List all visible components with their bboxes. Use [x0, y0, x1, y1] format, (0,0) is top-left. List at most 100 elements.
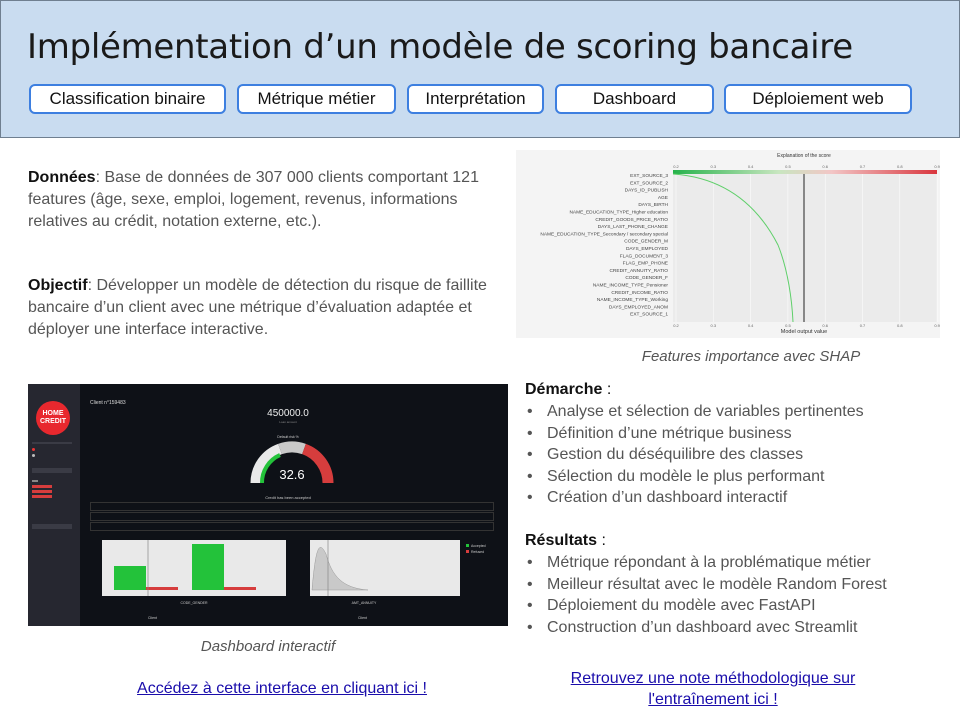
note-link-line-1[interactable]: Retrouvez une note méthodologique sur	[570, 670, 856, 687]
shap-decision-plot: Explanation of the score 0.2 0.3 0.4 0.5 0.6…	[540, 153, 940, 335]
tag-dashboard: Dashboard	[555, 84, 714, 114]
annuity-distribution-chart: AMT_ANNUITY Accepted Refused	[310, 540, 486, 605]
donnees-label: Données	[28, 169, 96, 186]
shap-feature-label: CODE_GENDER_M	[624, 239, 668, 245]
expander-1	[90, 502, 494, 511]
shap-xlabel: Model output value	[781, 329, 827, 335]
shap-feature-label: FLAG_DOCUMENT_3	[620, 253, 669, 259]
objectif-text: : Développer un modèle de détection du r…	[28, 277, 487, 338]
shap-feature-label: NAME_EDUCATION_TYPE_Secondary / secondar…	[540, 231, 668, 237]
dist-xlabel: AMT_ANNUITY	[352, 601, 377, 605]
bar-refused-m	[224, 587, 256, 590]
shap-feature-label: NAME_INCOME_TYPE_Pensioner	[593, 283, 669, 289]
header-banner: Implémentation d’un modèle de scoring ba…	[0, 0, 960, 138]
shap-tick-label: 0.7	[860, 323, 866, 328]
bar-accepted-f	[114, 566, 146, 590]
shap-feature-label: CREDIT_ANNUITY_RATIO	[609, 268, 668, 274]
resultats-label: Résultats	[525, 532, 598, 549]
demarche-label: Démarche	[525, 381, 603, 398]
loan-amount: 450000.0	[267, 408, 309, 419]
shap-tick-label: 0.5	[785, 323, 791, 328]
tag-deploiement: Déploiement web	[724, 84, 912, 114]
dashboard-sidebar: HOME CREDIT	[28, 384, 80, 626]
expander-2	[90, 512, 494, 521]
shap-figure: Explanation of the score 0.2 0.3 0.4 0.5 0.6…	[516, 150, 941, 338]
tag-metrique: Métrique métier	[237, 84, 396, 114]
demarche-item: Définition d’une métrique business	[525, 423, 864, 445]
credit-status: Credit has been accepted	[265, 495, 311, 500]
note-link-line-2[interactable]: l'entraînement ici !	[648, 691, 778, 708]
resultats-suffix: :	[597, 532, 606, 549]
shap-title: Explanation of the score	[777, 153, 831, 159]
client-tag-2: Client	[358, 616, 367, 620]
tag-interpretation: Interprétation	[407, 84, 544, 114]
legend-refused: Refused	[471, 550, 484, 554]
resultats-item: Construction d’un dashboard avec Streaml…	[525, 617, 887, 639]
shap-feature-label: CREDIT_INCOME_RATIO	[611, 290, 668, 296]
demarche-item: Gestion du déséquilibre des classes	[525, 444, 864, 466]
shap-tick-label: 0.3	[711, 164, 717, 169]
shap-tick-label: 0.3	[711, 323, 717, 328]
expander-3	[90, 522, 494, 531]
demarche-heading: Démarche :	[525, 381, 611, 399]
demarche-item: Création d’un dashboard interactif	[525, 487, 864, 509]
shap-tick-label: 0.6	[822, 164, 828, 169]
dashboard-screenshot: HOME CREDIT Client n°159483 450000.0 Loa…	[28, 384, 508, 626]
shap-feature-label: AGE	[658, 195, 668, 201]
shap-tick-label: 0.9	[934, 164, 940, 169]
logo-line-1: HOME	[42, 410, 64, 417]
donnees-text: : Base de données de 307 000 clients com…	[28, 169, 479, 230]
loan-amount-label: Loan amount	[279, 420, 297, 424]
resultats-item: Métrique répondant à la problématique mé…	[525, 552, 887, 574]
demarche-list: Analyse et sélection de variables pertin…	[525, 401, 864, 509]
shap-feature-label: NAME_INCOME_TYPE_Working	[597, 297, 668, 303]
shap-tick-label: 0.4	[748, 323, 754, 328]
objectif-label: Objectif	[28, 277, 88, 294]
page-title: Implémentation d’un modèle de scoring ba…	[27, 27, 853, 67]
shap-feature-label: FLAG_EMP_PHONE	[623, 261, 668, 267]
client-tag-1: Client	[148, 616, 157, 620]
resultats-list: Métrique répondant à la problématique mé…	[525, 552, 887, 638]
shap-feature-label: DAYS_EMPLOYED_ANOM	[609, 304, 668, 310]
shap-feature-label: DAYS_EMPLOYED	[626, 246, 669, 252]
shap-tick-label: 0.2	[673, 164, 679, 169]
demarche-suffix: :	[602, 381, 612, 398]
shap-tick-label: 0.7	[860, 164, 866, 169]
shap-tick-label: 0.8	[897, 323, 903, 328]
shap-top-ticks: 0.2 0.3 0.4 0.5 0.6 0.7 0.8 0.9	[673, 164, 940, 169]
client-number: Client n°159483	[90, 400, 126, 406]
shap-tick-label: 0.6	[822, 323, 828, 328]
bar-accepted-m	[192, 544, 224, 590]
resultats-item: Meilleur résultat avec le modèle Random …	[525, 574, 887, 596]
shap-bottom-ticks: 0.2 0.3 0.4 0.5 0.6 0.7 0.8 0.9	[673, 323, 940, 328]
shap-caption: Features importance avec SHAP	[641, 348, 861, 365]
interface-link[interactable]: Accédez à cette interface en cliquant ic…	[137, 680, 427, 697]
shap-feature-label: DAYS_BIRTH	[638, 202, 668, 208]
methodology-note-link[interactable]: Retrouvez une note méthodologique sur l'…	[525, 668, 901, 710]
shap-feature-label: EXT_SOURCE_1	[630, 312, 668, 318]
legend-accepted: Accepted	[471, 544, 486, 548]
resultats-heading: Résultats :	[525, 532, 606, 550]
logo-line-2: CREDIT	[39, 418, 67, 425]
donnees-paragraph: Données: Base de données de 307 000 clie…	[28, 167, 498, 233]
shap-tick-label: 0.2	[673, 323, 679, 328]
shap-decision-line	[672, 173, 794, 323]
objectif-paragraph: Objectif: Développer un modèle de détect…	[28, 275, 498, 341]
resultats-item: Déploiement du modèle avec FastAPI	[525, 595, 887, 617]
bar-xlabel: CODE_GENDER	[180, 601, 208, 605]
shap-tick-label: 0.5	[785, 164, 791, 169]
shap-tick-label: 0.9	[934, 323, 940, 328]
shap-feature-label: DAYS_LAST_PHONE_CHANGE	[598, 224, 668, 230]
shap-feature-label: EXT_SOURCE_3	[630, 173, 668, 179]
shap-feature-label: DAYS_ID_PUBLISH	[625, 188, 669, 194]
shap-feature-label: CREDIT_GOODS_PRICE_RATIO	[595, 217, 668, 223]
shap-color-bar	[673, 170, 937, 174]
tag-classification: Classification binaire	[29, 84, 226, 114]
bar-refused-f	[146, 587, 178, 590]
gender-bar-chart: CODE_GENDER	[102, 540, 286, 605]
shap-tick-label: 0.8	[897, 164, 903, 169]
risk-gauge	[250, 441, 334, 484]
shap-plot-area	[673, 174, 937, 322]
dashboard-caption: Dashboard interactif	[200, 638, 336, 655]
